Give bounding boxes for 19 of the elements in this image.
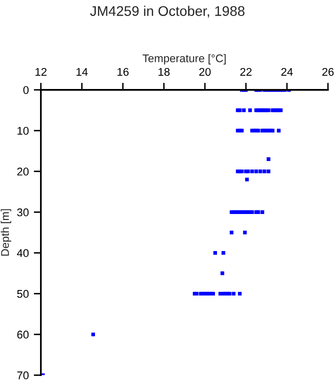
x-tick-label: 22 (240, 68, 252, 76)
y-axis-title: Depth [m] (0, 209, 12, 256)
y-tick-label: 70 (17, 371, 29, 380)
x-tick-label: 16 (118, 68, 129, 76)
x-tick-label: 14 (76, 68, 88, 76)
y-tick-label: 40 (16, 249, 29, 258)
y-tick-label: 0 (23, 86, 29, 94)
y-tick-label: 60 (17, 330, 29, 339)
x-tick-label: 26 (322, 68, 334, 76)
x-tick-label: 12 (36, 68, 46, 76)
x-axis-title: Temperature [°C] (142, 54, 226, 64)
y-tick-label: 50 (17, 290, 29, 298)
x-tick-label: 18 (158, 68, 170, 76)
chart-title: JM4259 in October, 1988 (90, 6, 244, 18)
x-tick-label: 20 (199, 68, 211, 76)
y-tick-label: 10 (18, 126, 29, 135)
y-tick-label: 20 (17, 168, 29, 176)
y-tick-label: 30 (17, 208, 29, 216)
x-tick-label: 24 (281, 68, 293, 76)
